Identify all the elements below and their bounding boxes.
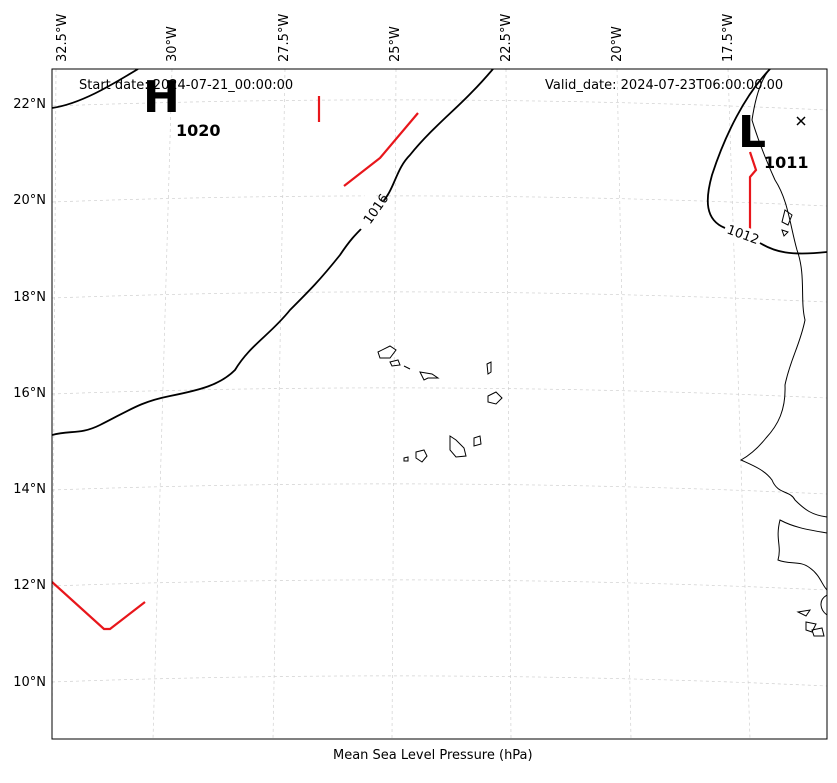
meridian-30w <box>152 69 173 739</box>
parallel-16n <box>52 387 827 399</box>
parallel-12n <box>52 579 827 591</box>
lon-label-30w: 30°W <box>165 26 180 62</box>
lat-label-16n: 16°N <box>13 386 46 401</box>
parallel-20n <box>52 195 827 207</box>
parallel-14n <box>52 483 827 495</box>
african-coast-detail-5 <box>811 627 825 637</box>
high-pressure-value: 1020 <box>176 121 221 140</box>
isobar-1016-west <box>52 69 139 109</box>
island-santiago <box>449 435 467 458</box>
front-2 <box>343 112 419 187</box>
island-sal <box>486 361 492 375</box>
island-brava <box>403 456 409 462</box>
island-sao-nicolau <box>419 371 440 381</box>
parallel-18n <box>52 291 827 303</box>
meridian-25w <box>391 69 397 739</box>
african-coast-detail-1 <box>781 209 793 226</box>
lon-label-20w: 20°W <box>610 26 625 62</box>
island-sao-vicente <box>389 359 401 367</box>
lat-label-14n: 14°N <box>13 482 46 497</box>
african-coast-detail-3 <box>796 609 812 617</box>
isobar-1012 <box>706 69 827 255</box>
x-axis-label: Mean Sea Level Pressure (hPa) <box>333 748 533 763</box>
low-pressure-value: 1011 <box>764 153 809 172</box>
meridian-22-5w <box>505 69 512 739</box>
lat-label-12n: 12°N <box>13 578 46 593</box>
isobar-1016 <box>52 69 494 436</box>
valid-date-label: Valid_date: 2024-07-23T06:00:00.00 <box>545 78 784 93</box>
isobar-label-masks <box>347 190 762 250</box>
island-boa-vista <box>487 391 503 405</box>
meridian-17-5w <box>727 69 751 739</box>
lon-label-22-5w: 22.5°W <box>499 13 514 62</box>
island-maio <box>473 435 482 447</box>
start-date-label: Start date: 2024-07-21_00:00:00 <box>79 78 294 93</box>
graticule <box>52 69 827 739</box>
lon-label-27-5w: 27.5°W <box>277 13 292 62</box>
lon-label-17-5w: 17.5°W <box>721 13 736 62</box>
island-santa-luzia <box>403 365 411 370</box>
island-santo-antao <box>377 345 397 359</box>
island-fogo <box>415 449 428 463</box>
meridian-20w <box>616 69 632 739</box>
african-coast-detail-4 <box>805 621 817 633</box>
lon-label-32-5w: 32.5°W <box>55 13 70 62</box>
front-3 <box>52 581 146 631</box>
african-coast-detail-2 <box>781 229 789 237</box>
lat-label-18n: 18°N <box>13 290 46 305</box>
front-4 <box>748 151 758 240</box>
meridian-32-5w <box>52 69 57 739</box>
parallel-10n <box>52 675 827 687</box>
parallel-22n <box>52 99 827 111</box>
meridian-27-5w <box>272 69 286 739</box>
map-background <box>52 69 827 739</box>
map-frame <box>51 68 828 740</box>
high-pressure-symbol: H <box>143 76 180 114</box>
lon-label-25w: 25°W <box>388 26 403 62</box>
lat-label-10n: 10°N <box>13 675 46 690</box>
x-marker-icon <box>796 116 806 126</box>
lat-label-22n: 22°N <box>13 97 46 112</box>
low-pressure-symbol: L <box>738 107 767 158</box>
africa-coastline <box>739 69 827 616</box>
lat-label-20n: 20°N <box>13 193 46 208</box>
